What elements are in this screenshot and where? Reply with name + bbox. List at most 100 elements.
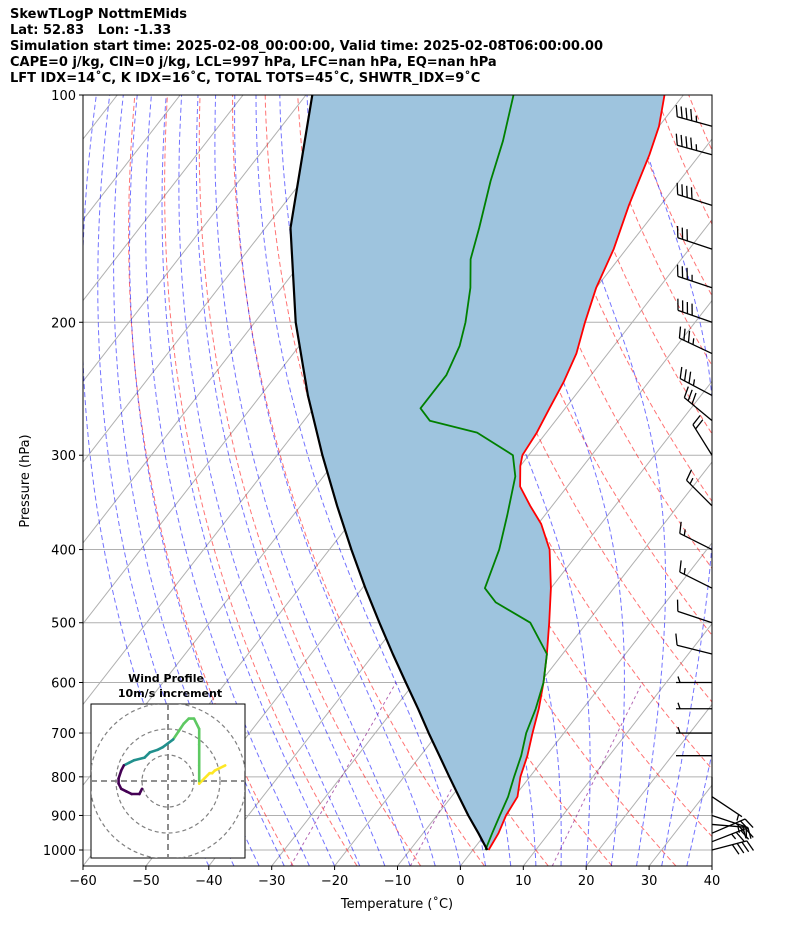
y-tick-label: 1000 [43,844,76,859]
temperature-line [487,95,666,851]
parcel-line [289,95,489,851]
x-tick-label: 20 [578,874,595,889]
moist-adiabat [214,95,411,866]
dry-adiabat [164,95,358,866]
hodograph-segment [192,717,201,731]
wind-barb [679,521,713,551]
isotherm-line [460,542,712,866]
y-tick-label: 300 [51,449,76,464]
wind-barb [676,599,713,624]
wind-barb [676,726,712,734]
y-tick-label: 100 [51,89,76,104]
hodograph-segment [138,787,144,796]
wind-barb [679,560,713,589]
location-line: Lat: 52.83 Lon: -1.33 [10,23,172,38]
dewpoint-line [419,95,548,851]
chart-title: SkewTLogP NottmEMids [10,7,188,22]
x-tick-label: 0 [456,874,464,889]
x-tick-label: −20 [321,874,348,889]
cin-cape-shading [290,95,665,850]
x-tick-label: 40 [704,874,721,889]
wind-barb [675,633,713,655]
moist-adiabat [178,95,361,866]
moist-adiabat [627,95,712,866]
profile-layer [289,95,666,851]
isotherm-line [585,703,712,866]
wind-barb [677,298,713,323]
x-tick-label: −50 [132,874,159,889]
wind-barb [675,105,713,127]
moist-adiabat [711,863,712,866]
wind-barb [711,823,752,839]
dry-adiabat [198,95,422,866]
shading-layer [290,95,665,850]
wind-barb [683,386,713,422]
wind-barb [676,264,713,289]
moist-adiabat [234,95,436,866]
x-tick-label: 10 [515,874,532,889]
axis-layer: −60 −50 −40 −30 −20 −10 0 10 20 30 40 1000 900 800 700… [43,89,720,889]
moist-adiabat [255,95,461,866]
moist-adiabat [686,751,712,866]
moist-adiabat [737,95,794,866]
x-axis-title: Temperature (˚C) [340,896,453,912]
isotherm-line [83,95,244,302]
wind-barbs [675,105,755,855]
wind-barb [711,814,748,839]
x-tick-label: −30 [258,874,285,889]
hodograph-segment [161,738,175,749]
wind-barb [679,366,713,397]
hodograph-segment [117,769,123,780]
dry-adiabat [623,95,712,297]
dry-adiabat [688,95,712,152]
hodograph-segment [148,748,159,754]
wind-barb [692,415,713,456]
x-tick-label: −10 [384,874,411,889]
moist-adiabat [128,95,285,866]
hodograph-inset: Wind Profile 10m/s increment [90,672,246,859]
hodograph-segment [177,722,185,733]
dry-adiabat [232,95,485,866]
mixing-ratio-line [551,682,643,866]
y-tick-label: 900 [51,809,76,824]
y-tick-label: 200 [51,316,76,331]
dry-adiabat [786,95,794,866]
y-tick-label: 800 [51,771,76,786]
dry-adiabat [128,95,294,866]
x-tick-label: −40 [195,874,222,889]
dry-adiabat [754,95,794,866]
y-axis-title: Pressure (hPa) [18,434,33,527]
moist-adiabat [195,95,386,866]
wind-barb [711,828,754,843]
isotherm-line [711,865,712,866]
y-tick-label: 700 [51,727,76,742]
isotherm-line [83,95,307,383]
wind-barb [678,326,713,355]
x-tick-label: −60 [69,874,96,889]
wind-barb [675,133,713,156]
hodograph-segment [132,756,146,762]
wind-barb [676,182,713,206]
y-tick-label: 500 [51,617,76,632]
cape-line: CAPE=0 j/kg, CIN=0 j/kg, LCL=997 hPa, LF… [10,55,497,70]
wind-barb [676,226,713,250]
y-tick-label: 400 [51,544,76,559]
moist-adiabat [161,95,336,866]
wind-barb [711,840,755,855]
wind-barb [676,676,712,684]
isotherm-line [271,299,712,866]
index-line: LFT IDX=14˚C, K IDX=16˚C, TOTAL TOTS=45˚… [10,71,481,86]
dry-adiabat [721,95,794,866]
y-tick-label: 600 [51,677,76,692]
wind-barb [676,702,712,710]
chart-header: SkewTLogP NottmEMids Lat: 52.83 Lon: -1.… [10,7,603,87]
isotherm-line [83,95,370,463]
isotherm-line [648,784,712,866]
hodograph-plot [91,704,245,858]
hodograph-title: Wind Profile [128,672,204,685]
wind-barb [685,469,713,507]
wind-barb [711,796,743,821]
x-tick-label: 30 [641,874,658,889]
hodograph-segment [171,730,180,741]
